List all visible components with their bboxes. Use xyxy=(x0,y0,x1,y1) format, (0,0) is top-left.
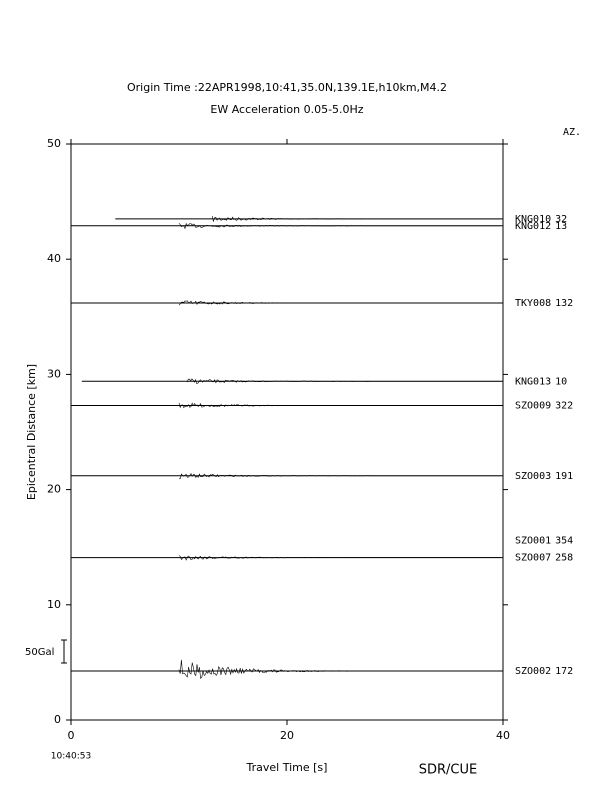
chart-subtitle: EW Acceleration 0.05-5.0Hz xyxy=(210,103,363,116)
station-name: SZO001 xyxy=(515,535,551,546)
origin-time: 10:40:53 xyxy=(51,752,91,762)
station-azimuth: 10 xyxy=(555,376,567,387)
waveform xyxy=(178,402,501,409)
station-azimuth: 32 xyxy=(555,214,567,225)
station-label: TKY008 132 xyxy=(515,298,573,309)
station-name: SZO002 xyxy=(515,666,551,677)
station-azimuth: 258 xyxy=(555,553,573,564)
y-tick-label: 50 xyxy=(47,137,61,150)
y-tick-label: 40 xyxy=(47,252,61,265)
station-name: KNG013 xyxy=(515,376,551,387)
x-tick-label: 40 xyxy=(496,729,510,742)
station-label: SZO003 191 xyxy=(515,471,573,482)
chart-title: Origin Time :22APR1998,10:41,35.0N,139.1… xyxy=(127,81,447,94)
station-label: SZO001 354 xyxy=(515,535,573,546)
station-label: SZO009 322 xyxy=(515,401,573,412)
station-label: KNG010 32 xyxy=(515,214,567,225)
scale-bar xyxy=(61,639,67,664)
station-label: SZO002 172 xyxy=(515,666,573,677)
x-axis-label: Travel Time [s] xyxy=(246,761,328,774)
y-tick-label: 20 xyxy=(47,483,61,496)
station-azimuth: 322 xyxy=(555,401,573,412)
station-azimuth: 191 xyxy=(555,471,573,482)
scale-label: 50Gal xyxy=(25,647,54,658)
azimuth-header: AZ. xyxy=(563,127,581,138)
waveform xyxy=(211,215,501,223)
waveform xyxy=(178,222,501,230)
station-label: KNG013 10 xyxy=(515,376,567,387)
y-axis-label: Epicentral Distance [km] xyxy=(25,364,38,500)
station-azimuth: 13 xyxy=(555,221,567,232)
station-azimuth: 354 xyxy=(555,535,573,546)
station-name: KNG012 xyxy=(515,221,551,232)
station-name: SZO009 xyxy=(515,401,551,412)
waveform xyxy=(178,300,501,306)
plot-frame xyxy=(70,143,504,721)
waveform xyxy=(178,555,501,561)
x-tick-label: 0 xyxy=(68,729,75,742)
waveform xyxy=(178,472,501,480)
station-azimuth: 132 xyxy=(555,298,573,309)
station-label: KNG012 13 xyxy=(515,221,567,232)
waveform xyxy=(178,659,501,679)
credit: SDR/CUE xyxy=(419,763,477,778)
y-tick-label: 0 xyxy=(54,713,61,726)
waveform xyxy=(186,378,501,385)
station-azimuth: 172 xyxy=(555,666,573,677)
y-tick-label: 10 xyxy=(47,598,61,611)
station-name: SZO007 xyxy=(515,553,551,564)
station-label: SZO007 258 xyxy=(515,553,573,564)
x-tick-label: 20 xyxy=(280,729,294,742)
y-tick-label: 30 xyxy=(47,367,61,380)
station-name: KNG010 xyxy=(515,214,551,225)
station-name: SZO003 xyxy=(515,471,551,482)
station-name: TKY008 xyxy=(515,298,551,309)
